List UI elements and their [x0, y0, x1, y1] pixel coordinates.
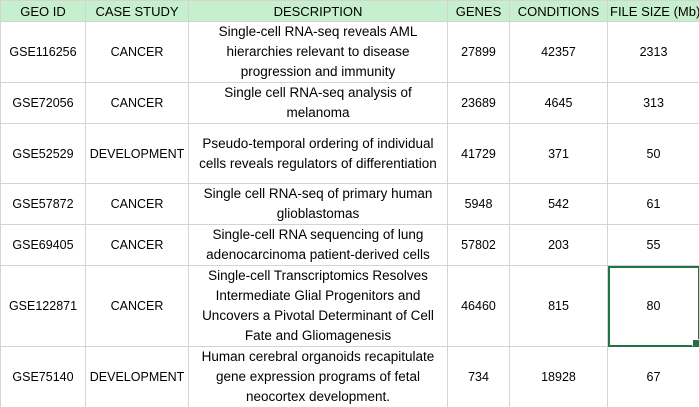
cell-case-study[interactable]: CANCER — [86, 266, 189, 347]
cell-geo-id[interactable]: GSE69405 — [1, 225, 86, 266]
cell-genes[interactable]: 27899 — [448, 22, 510, 83]
cell-conditions[interactable]: 203 — [510, 225, 608, 266]
cell-case-study[interactable]: DEVELOPMENT — [86, 347, 189, 407]
cell-description[interactable]: Single-cell RNA sequencing of lung adeno… — [189, 225, 448, 266]
cell-conditions[interactable]: 542 — [510, 184, 608, 225]
header-case-study[interactable]: CASE STUDY — [86, 1, 189, 22]
table-row: GSE116256 CANCER Single-cell RNA-seq rev… — [1, 22, 699, 83]
table-row: GSE122871 CANCER Single-cell Transcripto… — [1, 266, 699, 347]
header-file-size[interactable]: FILE SIZE (Mb) — [608, 1, 699, 22]
cell-case-study[interactable]: CANCER — [86, 83, 189, 124]
header-genes[interactable]: GENES — [448, 1, 510, 22]
cell-genes[interactable]: 46460 — [448, 266, 510, 347]
cell-conditions[interactable]: 42357 — [510, 22, 608, 83]
cell-genes[interactable]: 57802 — [448, 225, 510, 266]
cell-file-size[interactable]: 67 — [608, 347, 699, 407]
cell-file-size-selected[interactable]: 80 — [608, 266, 699, 347]
cell-file-size[interactable]: 50 — [608, 124, 699, 184]
cell-conditions[interactable]: 815 — [510, 266, 608, 347]
cell-description[interactable]: Single-cell RNA-seq reveals AML hierarch… — [189, 22, 448, 83]
header-conditions[interactable]: CONDITIONS — [510, 1, 608, 22]
cell-case-study[interactable]: CANCER — [86, 225, 189, 266]
cell-genes[interactable]: 23689 — [448, 83, 510, 124]
cell-file-size[interactable]: 2313 — [608, 22, 699, 83]
cell-geo-id[interactable]: GSE72056 — [1, 83, 86, 124]
cell-conditions[interactable]: 18928 — [510, 347, 608, 407]
cell-case-study[interactable]: CANCER — [86, 22, 189, 83]
cell-description[interactable]: Human cerebral organoids recapitulate ge… — [189, 347, 448, 407]
cell-genes[interactable]: 734 — [448, 347, 510, 407]
cell-description[interactable]: Pseudo-temporal ordering of individual c… — [189, 124, 448, 184]
cell-file-size[interactable]: 61 — [608, 184, 699, 225]
table-row: GSE69405 CANCER Single-cell RNA sequenci… — [1, 225, 699, 266]
cell-description[interactable]: Single cell RNA-seq of primary human gli… — [189, 184, 448, 225]
table-row: GSE57872 CANCER Single cell RNA-seq of p… — [1, 184, 699, 225]
cell-geo-id[interactable]: GSE122871 — [1, 266, 86, 347]
cell-geo-id[interactable]: GSE75140 — [1, 347, 86, 407]
table-row: GSE72056 CANCER Single cell RNA-seq anal… — [1, 83, 699, 124]
cell-file-size[interactable]: 55 — [608, 225, 699, 266]
cell-file-size[interactable]: 313 — [608, 83, 699, 124]
cell-geo-id[interactable]: GSE116256 — [1, 22, 86, 83]
header-geo-id[interactable]: GEO ID — [1, 1, 86, 22]
table-row: GSE52529 DEVELOPMENT Pseudo-temporal ord… — [1, 124, 699, 184]
header-description[interactable]: DESCRIPTION — [189, 1, 448, 22]
cell-case-study[interactable]: DEVELOPMENT — [86, 124, 189, 184]
cell-genes[interactable]: 41729 — [448, 124, 510, 184]
cell-geo-id[interactable]: GSE57872 — [1, 184, 86, 225]
cell-genes[interactable]: 5948 — [448, 184, 510, 225]
cell-case-study[interactable]: CANCER — [86, 184, 189, 225]
cell-description[interactable]: Single cell RNA-seq analysis of melanoma — [189, 83, 448, 124]
header-row: GEO ID CASE STUDY DESCRIPTION GENES COND… — [1, 1, 699, 22]
cell-conditions[interactable]: 371 — [510, 124, 608, 184]
cell-geo-id[interactable]: GSE52529 — [1, 124, 86, 184]
table-row: GSE75140 DEVELOPMENT Human cerebral orga… — [1, 347, 699, 407]
cell-conditions[interactable]: 4645 — [510, 83, 608, 124]
cell-description[interactable]: Single-cell Transcriptomics Resolves Int… — [189, 266, 448, 347]
